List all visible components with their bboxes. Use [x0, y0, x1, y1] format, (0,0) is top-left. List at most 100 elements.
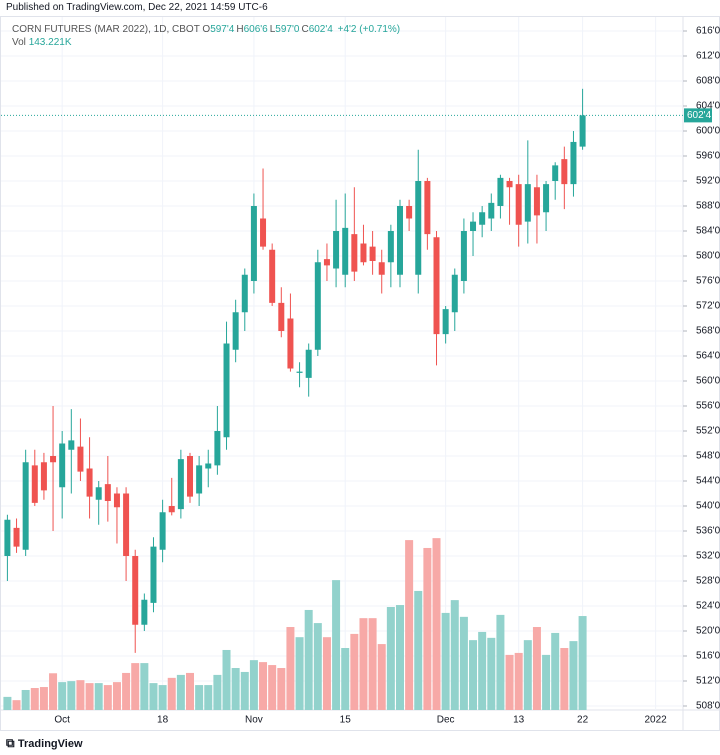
y-tick-label: 568'0 — [696, 326, 720, 337]
change: +4'2 (+0.71%) — [337, 24, 401, 35]
y-tick-label: 572'0 — [696, 301, 720, 312]
y-tick-label: 528'0 — [696, 576, 720, 587]
volume-bar — [405, 540, 414, 710]
volume-bar — [67, 681, 76, 710]
volume-bar — [140, 663, 149, 710]
ohlc-value: 597'0 — [275, 24, 300, 35]
volume-bar — [569, 641, 578, 710]
grid — [1, 17, 683, 710]
volume-bar — [532, 627, 541, 710]
volume-bar — [441, 612, 450, 710]
volume-bar — [268, 665, 277, 710]
candle-body — [214, 431, 221, 466]
volume-bar — [240, 671, 249, 710]
y-tick-label: 524'0 — [696, 601, 720, 612]
y-tick-label: 532'0 — [696, 551, 720, 562]
volume-bar — [231, 668, 240, 710]
symbol: CORN FUTURES (MAR 2022), 1D, CBOT — [12, 24, 200, 35]
candle-body — [150, 546, 157, 603]
candle-body — [223, 343, 230, 438]
candle-body — [314, 262, 321, 350]
y-tick-label: 552'0 — [696, 426, 720, 437]
volume-bar — [213, 674, 222, 710]
volume-bar — [505, 654, 514, 710]
candle-body — [433, 237, 440, 335]
candle-body — [451, 274, 458, 313]
candle-body — [369, 246, 376, 261]
volume-bar — [395, 605, 404, 710]
ohlc-key: H — [236, 24, 244, 35]
volume-bar — [167, 677, 176, 710]
candle-body — [132, 556, 139, 625]
candle-body — [141, 599, 148, 625]
volume-bar — [176, 674, 185, 710]
candle-body — [396, 206, 403, 275]
last-price-box — [684, 108, 712, 123]
y-tick-label: 548'0 — [696, 451, 720, 462]
ohlc-value: 597'4 — [210, 24, 235, 35]
candle-body — [543, 184, 550, 213]
volume-bar — [186, 672, 194, 710]
y-tick-label: 608'0 — [696, 76, 720, 87]
y-tick-label: 540'0 — [696, 501, 720, 512]
volume-bar — [514, 652, 523, 710]
candle-body — [424, 181, 431, 235]
logo-icon: ⧉ — [6, 736, 18, 750]
candle-body — [378, 262, 385, 275]
x-tick-label: Nov — [245, 715, 263, 726]
candle-body — [415, 181, 422, 275]
volume-bar — [332, 580, 341, 710]
candle-body — [296, 371, 303, 373]
candle-body — [323, 259, 330, 266]
candle-body — [68, 440, 75, 450]
candle-body — [342, 227, 349, 275]
volume-label: Vol — [12, 37, 26, 48]
volume-bar — [49, 673, 58, 710]
volume-bar — [103, 685, 112, 710]
ohlc-key: L — [269, 24, 276, 35]
x-tick-label: 2022 — [645, 715, 668, 726]
volume-bar — [277, 668, 286, 710]
y-tick-label: 576'0 — [696, 276, 720, 287]
volume-value: 143.221K — [28, 37, 72, 48]
x-tick-label: Oct — [54, 715, 70, 726]
candle-body — [168, 506, 175, 513]
candle-body — [387, 231, 394, 263]
x-tick-label: 13 — [513, 715, 525, 726]
candle-body — [59, 443, 66, 488]
y-tick-label: 592'0 — [696, 176, 720, 187]
volume-bar — [313, 623, 322, 710]
candle-body — [579, 115, 586, 147]
x-tick-label: 18 — [157, 715, 169, 726]
candle-body — [497, 177, 504, 206]
volume-bar — [386, 607, 395, 710]
candle-body — [250, 206, 257, 281]
volume-bar — [295, 637, 304, 710]
candle-body — [460, 231, 467, 281]
y-tick-label: 512'0 — [696, 676, 720, 687]
candle-body — [77, 446, 84, 472]
volume-bar — [450, 600, 459, 710]
volume-bar — [377, 644, 386, 710]
candle-body — [232, 312, 239, 350]
candle-body — [86, 468, 93, 497]
legend: CORN FUTURES (MAR 2022), 1D, CBOT O597'4… — [12, 24, 400, 35]
volume-bar — [122, 672, 131, 710]
candle-body — [177, 459, 184, 510]
candle-body — [22, 462, 29, 550]
volume-bar — [487, 637, 496, 710]
last-price-label: 602'4 — [687, 110, 712, 121]
candle-body — [506, 181, 513, 188]
candle-body — [488, 202, 495, 219]
axis-layer: 508'0 512'0 516'0 520'0 524'0 528'0 532'0 536'0… — [1, 26, 720, 726]
volume-bar — [149, 683, 158, 710]
volume-bar — [39, 687, 48, 710]
candle-body — [40, 462, 47, 491]
volume-bar — [58, 682, 67, 710]
candle-body — [123, 493, 130, 556]
volume-bar — [551, 632, 560, 710]
candle-body — [4, 519, 11, 556]
volume-bar — [459, 616, 468, 710]
candle-body — [351, 234, 358, 272]
